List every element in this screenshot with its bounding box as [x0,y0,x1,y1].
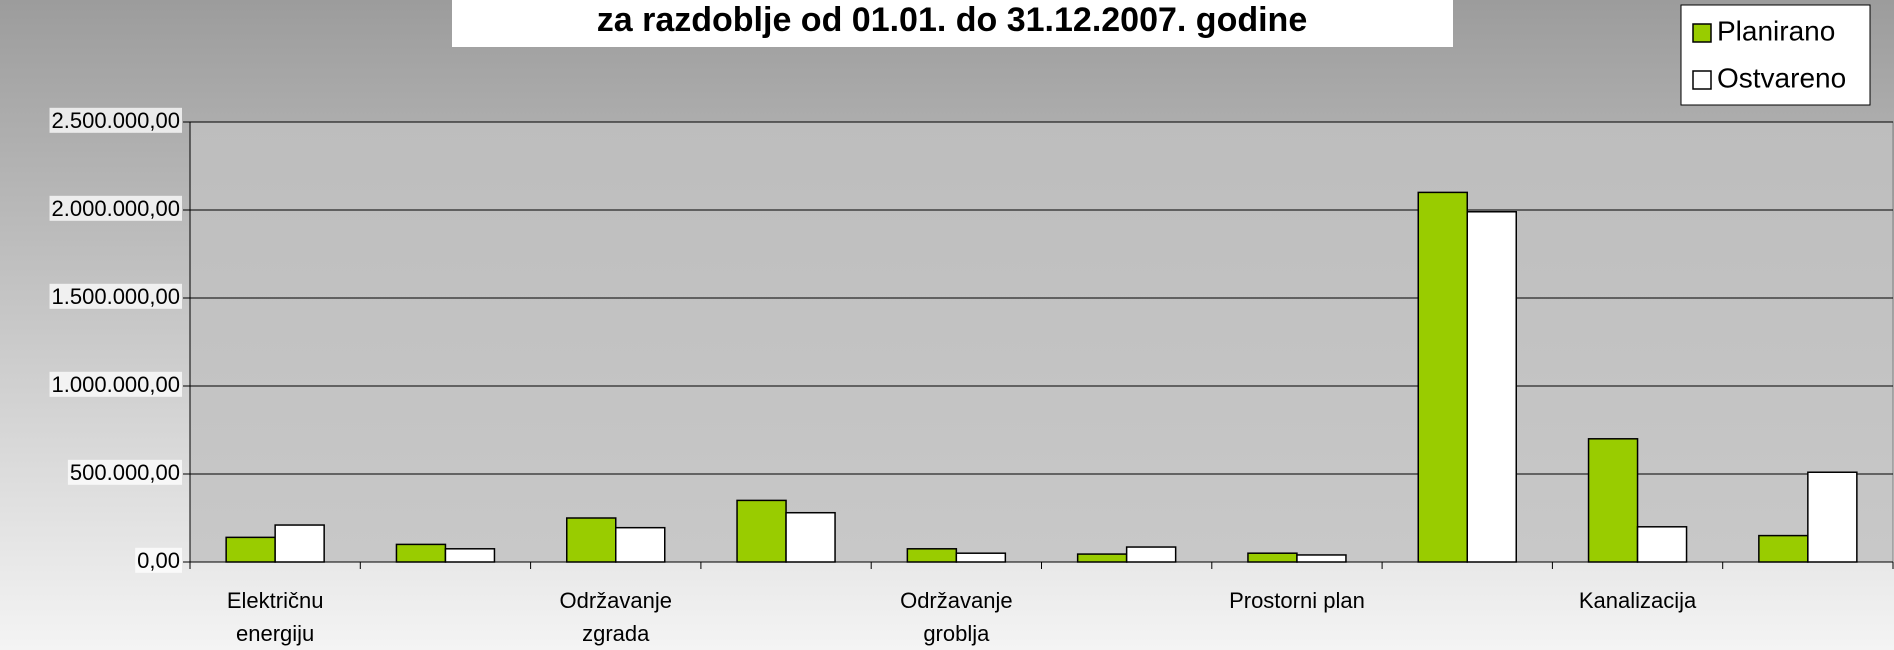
bar [274,524,325,563]
x-tick-label: Održavanje groblja [900,588,1013,646]
bar [785,511,836,563]
x-tick-label: Kanalizacija [1578,588,1697,613]
legend-swatch [1692,23,1712,43]
bar [906,548,958,563]
bar [955,552,1007,563]
y-tick-label: 1.500.000,00 [52,284,180,309]
y-tick-label: 500.000,00 [70,460,180,485]
chart-title: za razdoblje od 01.01. do 31.12.2007. go… [597,1,1307,39]
y-tick-label-bg [49,283,182,309]
bar [1466,211,1517,563]
y-tick-label: 2.500.000,00 [52,108,180,133]
bar [1296,554,1347,563]
y-tick-label-bg [49,371,182,397]
y-tick-label-bg [67,459,182,485]
bar [1807,471,1858,563]
y-tick-label: 1.000.000,00 [52,372,180,397]
legend-label: Ostvareno [1717,62,1846,93]
bar [1636,526,1688,563]
y-tick-label-bg [49,107,182,133]
y-tick-label-bg [135,547,182,573]
y-tick-label: 2.000.000,00 [52,196,180,221]
bar [615,526,666,563]
x-tick-label: Prostorni plan [1229,588,1365,613]
bar [1587,438,1639,563]
legend-box [1680,4,1871,106]
bar [1247,552,1298,563]
bar [395,543,447,563]
legend-swatch [1692,70,1712,90]
y-tick-label: 0,00 [137,548,180,573]
y-tick-label-bg [49,195,182,221]
bar [225,536,276,563]
bar [566,517,617,563]
bar [444,548,496,563]
title-box [452,0,1453,47]
x-tick-label: Održavanje zgrada [559,588,672,646]
bar [1076,553,1128,563]
bar [1125,546,1177,563]
legend-label: Planirano [1717,15,1835,46]
x-tick-label: Električnu energiju [226,588,324,646]
bar [736,499,787,563]
bar [1417,191,1468,563]
bar [1758,534,1809,563]
